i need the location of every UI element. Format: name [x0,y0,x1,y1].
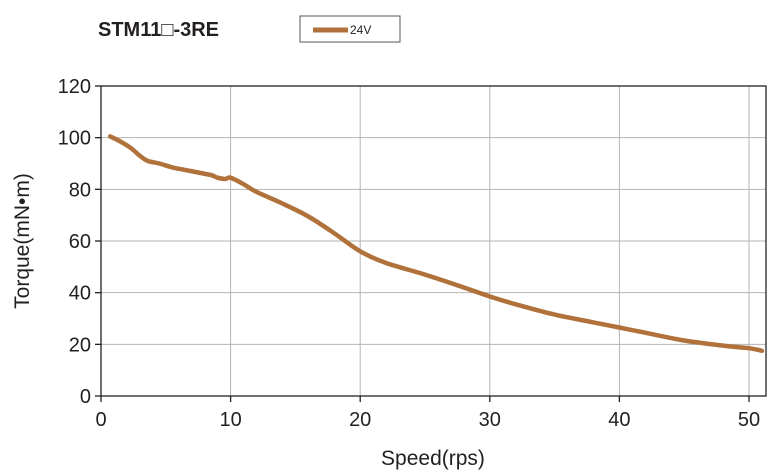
y-tick-label-40: 40 [69,283,91,305]
x-tick-label-30: 30 [479,409,501,431]
y-axis-label: Torque(mN•m) [11,173,34,309]
x-tick-label-20: 20 [349,409,371,431]
y-tick-label-0: 0 [80,386,91,408]
y-tick-label-60: 60 [69,231,91,253]
x-axis-label: Speed(rps) [381,447,485,470]
series-layer [107,134,765,354]
x-tick-label-40: 40 [608,409,630,431]
y-tick-label-120: 120 [58,76,91,98]
plot-frame [100,85,767,397]
y-axis-ticks: 0 20 40 60 80 100 120 [58,76,101,408]
x-axis-ticks: 0 10 20 30 40 50 [95,396,760,431]
chart-title: STM11□-3RE [98,19,219,41]
y-tick-label-80: 80 [69,179,91,201]
series-line-24v [107,134,765,354]
x-tick-label-0: 0 [95,409,106,431]
x-tick-label-10: 10 [219,409,241,431]
grid [101,86,766,396]
y-tick-label-100: 100 [58,128,91,150]
legend: 24V [299,15,401,43]
legend-label-24v: 24V [350,23,371,37]
y-tick-label-20: 20 [69,334,91,356]
x-tick-label-50: 50 [738,409,760,431]
